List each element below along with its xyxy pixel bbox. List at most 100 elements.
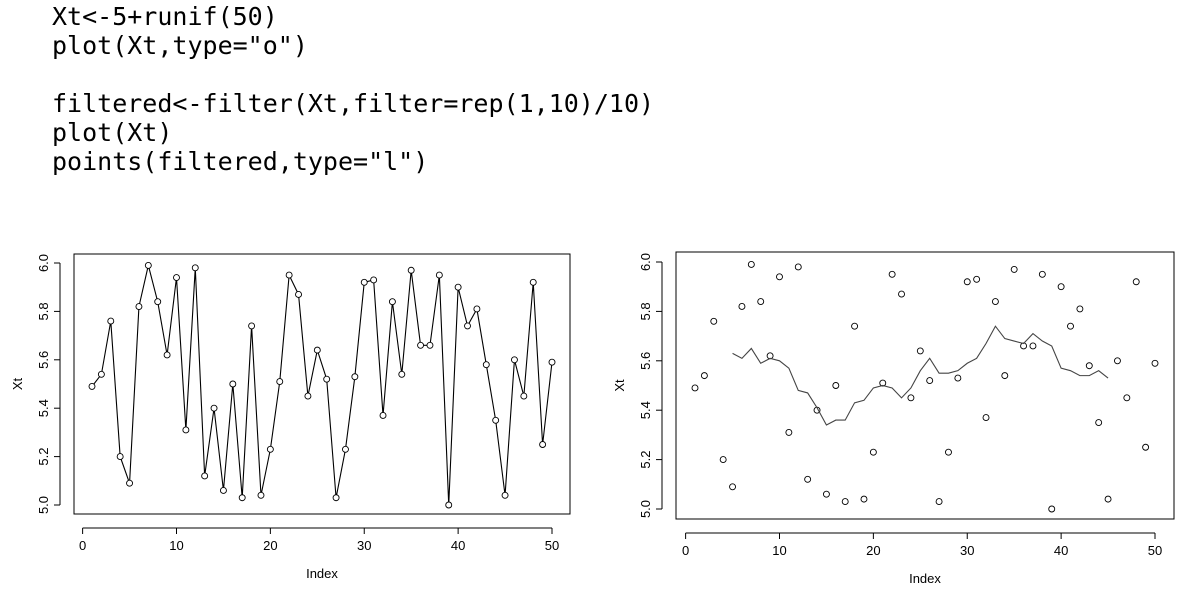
- series-1-point: [1113, 357, 1121, 365]
- series-1-point: [473, 305, 481, 313]
- series-1-point: [445, 501, 453, 509]
- series-1-point: [464, 322, 471, 330]
- series-1-point: [710, 317, 718, 325]
- series-1-point: [1001, 372, 1009, 380]
- x-tick-label: 20: [263, 538, 277, 553]
- y-tick-label: 5.4: [36, 399, 51, 417]
- series-1-point: [313, 346, 321, 354]
- series-1-point: [435, 271, 443, 279]
- series-1-point: [266, 445, 274, 453]
- series-1-point: [257, 491, 265, 499]
- series-1-point: [116, 453, 124, 461]
- code-line-6: points(filtered,type="l"): [52, 147, 429, 176]
- series-1-point: [916, 347, 924, 355]
- y-tick-label: 5.6: [36, 351, 51, 369]
- series-1-point: [351, 373, 359, 381]
- series-1-point: [360, 278, 368, 286]
- series-1-point: [1123, 394, 1131, 402]
- series-1-point: [501, 491, 509, 499]
- series-1-point: [1132, 278, 1140, 286]
- series-1-point: [1048, 505, 1056, 513]
- series-1-point: [388, 298, 396, 306]
- code-line-1: Xt<-5+runif(50): [52, 2, 278, 31]
- series-1-point: [191, 264, 199, 272]
- y-axis-label: Xt: [10, 377, 25, 390]
- series-1-point: [757, 298, 765, 305]
- series-1-point: [1057, 283, 1065, 291]
- series-1-point: [332, 494, 340, 502]
- series-2-line: [732, 325, 1109, 426]
- series-1-point: [219, 487, 227, 494]
- series-1-point: [135, 303, 143, 311]
- series-1-point: [238, 494, 246, 502]
- series-1-point: [548, 358, 556, 366]
- y-axis-label: Xt: [612, 379, 627, 392]
- series-1-point: [1142, 443, 1150, 451]
- series-1-point: [1085, 362, 1093, 370]
- code-line-3: [52, 60, 654, 89]
- x-tick-label: 20: [866, 543, 880, 558]
- plot-frame: [675, 251, 1175, 520]
- series-1-point: [785, 428, 793, 436]
- series-1-point: [417, 341, 425, 349]
- x-tick-label: 40: [451, 538, 465, 553]
- series-1-point: [973, 275, 981, 283]
- code-block: Xt<-5+runif(50) plot(Xt,type="o") filtered…: [52, 2, 654, 176]
- series-1-point: [379, 412, 387, 419]
- y-tick-label: 6.0: [36, 254, 51, 272]
- series-1-point: [229, 380, 237, 388]
- y-tick-label: 5.8: [638, 302, 653, 320]
- y-tick-label: 5.0: [36, 496, 51, 514]
- series-1-point: [982, 414, 990, 422]
- series-1-point: [107, 317, 115, 325]
- series-1-point: [963, 278, 971, 286]
- x-tick-label: 40: [1054, 543, 1068, 558]
- series-1-point: [510, 356, 518, 364]
- series-1-point: [738, 303, 746, 310]
- y-tick-label: 5.0: [638, 500, 653, 518]
- series-1-point: [182, 426, 190, 434]
- series-1-point: [304, 392, 312, 400]
- series-1-point: [804, 475, 812, 483]
- series-1-point: [323, 375, 331, 383]
- series-1-point: [454, 283, 462, 291]
- series-1-point: [729, 483, 737, 491]
- x-tick-label: 0: [79, 538, 86, 553]
- series-1-point: [539, 441, 547, 448]
- series-1-point: [898, 290, 905, 298]
- code-line-5: plot(Xt): [52, 118, 173, 147]
- series-1-point: [1104, 495, 1112, 503]
- series-1-point: [342, 445, 349, 453]
- x-tick-label: 10: [169, 538, 183, 553]
- series-1-point: [719, 456, 727, 464]
- series-1-point: [97, 370, 105, 378]
- y-tick-label: 5.6: [638, 352, 653, 370]
- series-1-point: [926, 377, 934, 385]
- x-tick-label: 50: [1148, 543, 1162, 558]
- series-1-point: [841, 498, 849, 506]
- series-1-point: [520, 392, 528, 400]
- series-1-point: [1067, 322, 1074, 330]
- series-1-point: [163, 351, 171, 359]
- series-1-point: [276, 378, 284, 386]
- code-line-2: plot(Xt,type="o"): [52, 31, 308, 60]
- series-1-point: [492, 416, 500, 424]
- series-1-point: [210, 404, 218, 412]
- series-1-point: [776, 273, 783, 281]
- series-1-point: [945, 448, 952, 456]
- series-1-point: [794, 263, 802, 271]
- series-1-point: [201, 472, 209, 480]
- series-1-point: [370, 276, 378, 284]
- series-1-point: [1038, 270, 1046, 278]
- series-1-point: [529, 278, 537, 286]
- series-1-point: [144, 261, 152, 269]
- chart-xt-line-plot: 0 10 20 30 40 50 5.0 5.2 5.4 5.6 5.8 6.0 Index Xt: [10, 253, 571, 581]
- series-1-point: [1095, 419, 1103, 427]
- series-1-point: [285, 271, 293, 279]
- x-tick-label: 30: [357, 538, 371, 553]
- series-1-point: [822, 490, 830, 498]
- series-1-point: [295, 291, 302, 298]
- series-1-point: [248, 322, 256, 330]
- series-1-point: [1076, 305, 1084, 313]
- series-1-point: [407, 266, 415, 274]
